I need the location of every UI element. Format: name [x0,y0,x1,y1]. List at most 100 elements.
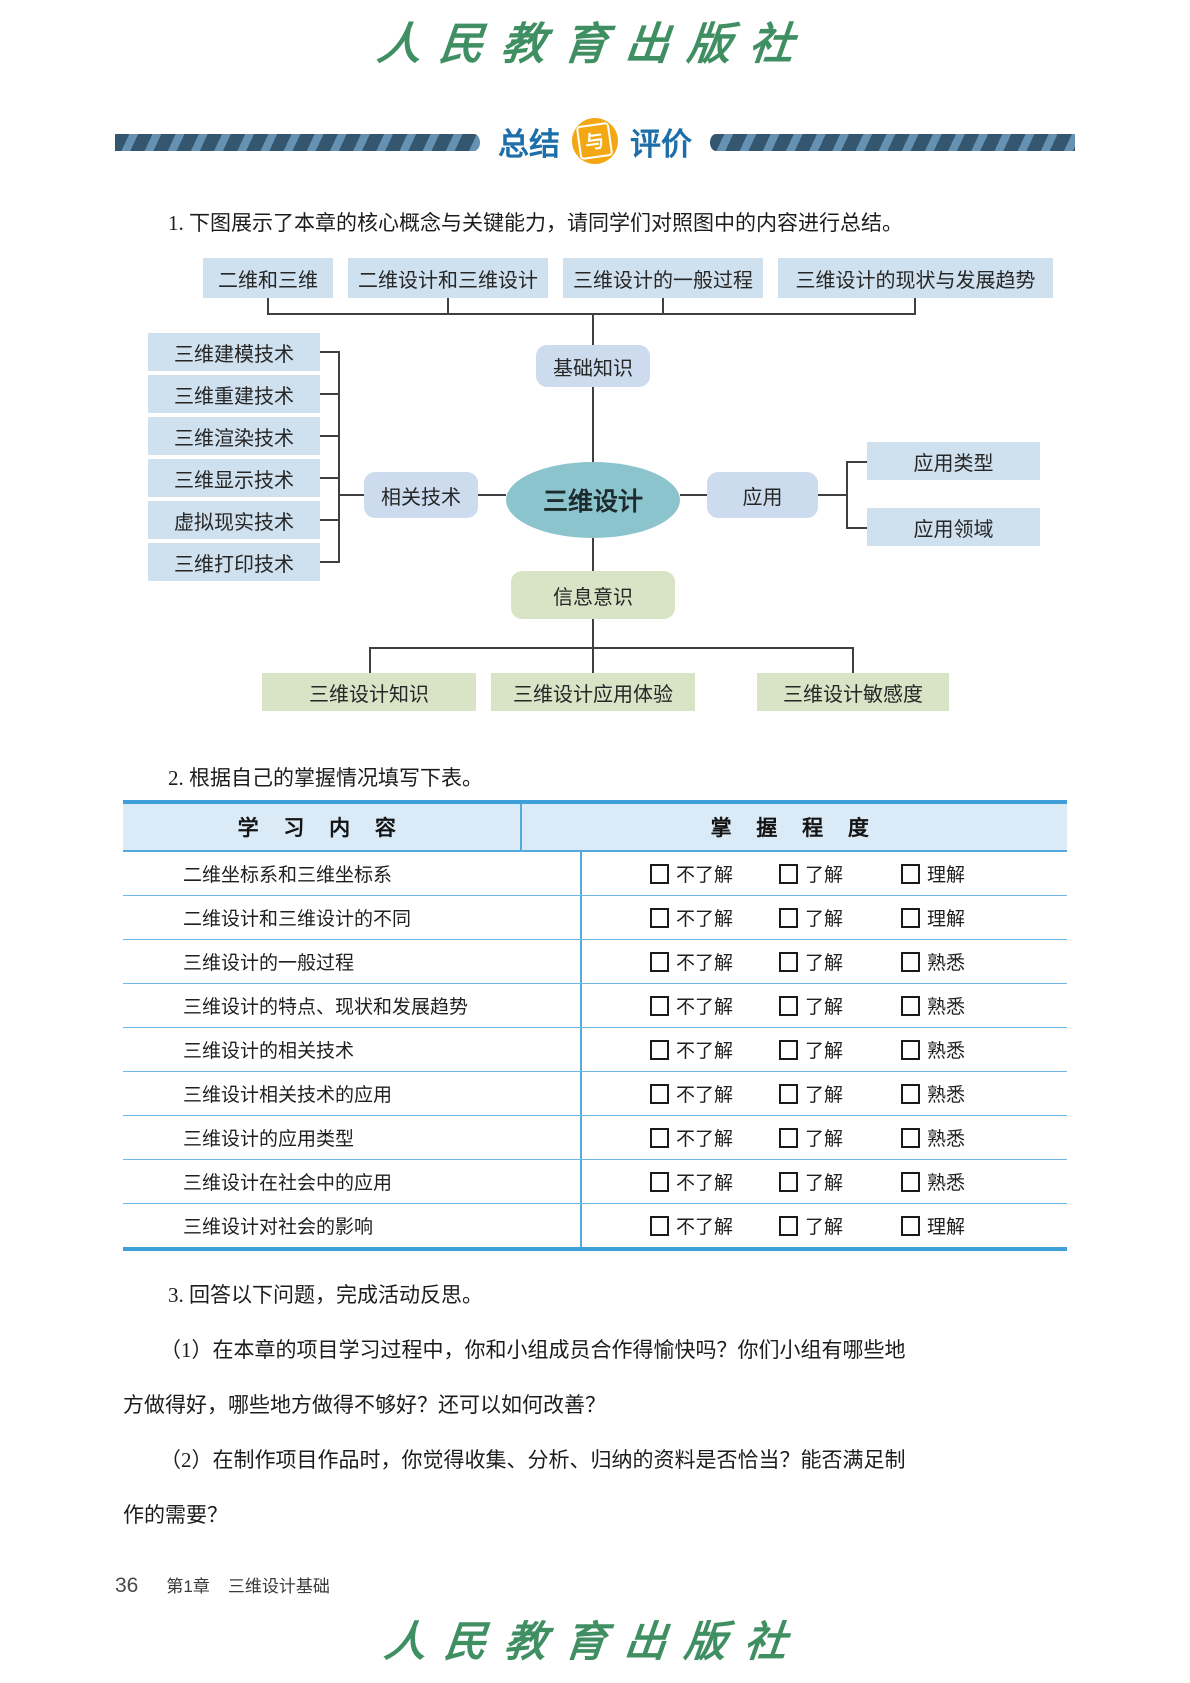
checkbox-icon[interactable] [901,1083,921,1104]
row-label: 三维设计的应用类型 [123,1116,582,1159]
option-label: 不了解 [676,1173,734,1194]
connector-character: 与 [576,121,614,161]
concept-map: 二维和三维 二维设计和三维设计 三维设计的一般过程 三维设计的现状与发展趋势 基… [123,250,1067,711]
option-label: 了解 [805,909,844,930]
row-label: 三维设计的相关技术 [123,1028,582,1071]
checkbox-icon[interactable] [650,1215,669,1236]
assessment-table: 学 习 内 容 掌 握 程 度 二维坐标系和三维坐标系 不了解 了解 理解 二维… [123,800,1067,1251]
checkbox-icon[interactable] [901,1171,921,1192]
diagram-node: 三维设计敏感度 [757,673,949,711]
instruction-item-2: 2. 根据自己的掌握情况填写下表。 [168,766,483,790]
checkbox-icon[interactable] [650,907,669,928]
connector-line [846,461,848,529]
checkbox-icon[interactable] [779,907,799,928]
checkbox-icon[interactable] [650,951,669,972]
checkbox-icon[interactable] [901,1127,921,1148]
checkbox-icon[interactable] [901,907,921,928]
connector-line [818,494,846,496]
table-row: 三维设计的应用类型 不了解 了解 熟悉 [123,1116,1067,1160]
question-2-line-2: 作的需要？ [123,1503,228,1527]
connector-line [852,647,854,673]
option-label: 熟悉 [927,953,966,974]
connector-line [267,313,916,315]
diagram-node-app-domain: 应用领域 [867,508,1040,546]
checkbox-icon[interactable] [779,863,799,884]
checkbox-icon[interactable] [779,1127,799,1148]
chapter-label: 第1章 [166,1577,210,1596]
checkbox-icon[interactable] [779,1039,799,1060]
table-row: 三维设计对社会的影响 不了解 了解 理解 [123,1204,1067,1247]
diagram-node-related-tech: 相关技术 [364,472,478,518]
row-label: 三维设计相关技术的应用 [123,1072,582,1115]
row-label: 三维设计对社会的影响 [123,1204,582,1247]
option-label: 不了解 [676,997,734,1018]
diagram-node: 三维渲染技术 [148,417,320,455]
instruction-item-1: 1. 下图展示了本章的核心概念与关键能力，请同学们对照图中的内容进行总结。 [168,211,903,235]
diagram-node: 二维和三维 [203,258,333,298]
table-row: 三维设计相关技术的应用 不了解 了解 熟悉 [123,1072,1067,1116]
option-label: 理解 [927,1217,966,1238]
connector-badge-icon: 与 [572,118,618,164]
connector-line [846,527,867,529]
banner-title-evaluation: 评价 [630,126,692,162]
question-2-line-1: （2）在制作项目作品时，你觉得收集、分析、归纳的资料是否恰当？能否满足制 [160,1448,906,1472]
connector-line [338,494,364,496]
option-label: 理解 [927,865,966,886]
checkbox-icon[interactable] [650,995,669,1016]
option-label: 熟悉 [927,1173,966,1194]
checkbox-icon[interactable] [650,1127,669,1148]
diagram-node-app-type: 应用类型 [867,442,1040,480]
checkbox-icon[interactable] [779,1215,799,1236]
connector-line [320,393,340,395]
checkbox-icon[interactable] [901,1215,921,1236]
checkbox-icon[interactable] [901,1039,921,1060]
question-1-line-1: （1）在本章的项目学习过程中，你和小组成员合作得愉快吗？你们小组有哪些地 [160,1338,906,1362]
connector-line [338,351,340,563]
row-label: 三维设计的特点、现状和发展趋势 [123,984,582,1027]
checkbox-icon[interactable] [650,1083,669,1104]
table-row: 三维设计的特点、现状和发展趋势 不了解 了解 熟悉 [123,984,1067,1028]
checkbox-icon[interactable] [901,863,921,884]
checkbox-icon[interactable] [650,863,669,884]
table-row: 三维设计的相关技术 不了解 了解 熟悉 [123,1028,1067,1072]
banner-stripe-left [115,133,480,151]
row-label: 二维设计和三维设计的不同 [123,896,582,939]
checkbox-icon[interactable] [901,995,921,1016]
checkbox-icon[interactable] [650,1171,669,1192]
chapter-title: 三维设计基础 [227,1577,330,1596]
diagram-node: 三维打印技术 [148,543,320,581]
page-number: 36 [115,1574,139,1597]
diagram-node: 三维设计的一般过程 [563,258,763,298]
option-label: 了解 [805,1129,844,1150]
table-row: 二维设计和三维设计的不同 不了解 了解 理解 [123,896,1067,940]
connector-line [320,477,340,479]
publisher-logo-top: 人民教育出版社 [374,20,815,69]
option-label: 了解 [805,1085,844,1106]
table-row: 二维坐标系和三维坐标系 不了解 了解 理解 [123,852,1067,896]
instruction-item-3: 3. 回答以下问题，完成活动反思。 [168,1283,483,1307]
checkbox-icon[interactable] [779,995,799,1016]
checkbox-icon[interactable] [779,951,799,972]
connector-line [369,647,371,673]
diagram-node-basic-knowledge: 基础知识 [536,345,650,387]
section-banner: 总结 与 评价 [0,116,1190,166]
connector-line [680,494,707,496]
checkbox-icon[interactable] [650,1039,669,1060]
option-label: 不了解 [676,1041,734,1062]
connector-line [447,298,449,314]
checkbox-icon[interactable] [901,951,921,972]
option-label: 了解 [805,997,844,1018]
table-header-mastery: 掌 握 程 度 [710,817,879,840]
table-row: 三维设计的一般过程 不了解 了解 熟悉 [123,940,1067,984]
diagram-node-center: 三维设计 [506,462,680,538]
diagram-node: 三维重建技术 [148,375,320,413]
option-label: 熟悉 [927,1129,966,1150]
checkbox-icon[interactable] [779,1083,799,1104]
option-label: 不了解 [676,865,734,886]
connector-line [267,298,269,314]
connector-line [592,538,594,571]
reflection-section: 3. 回答以下问题，完成活动反思。 （1）在本章的项目学习过程中，你和小组成员合… [123,1268,1067,1543]
connector-line [592,313,594,345]
banner-stripe-right [710,133,1075,151]
checkbox-icon[interactable] [779,1171,799,1192]
